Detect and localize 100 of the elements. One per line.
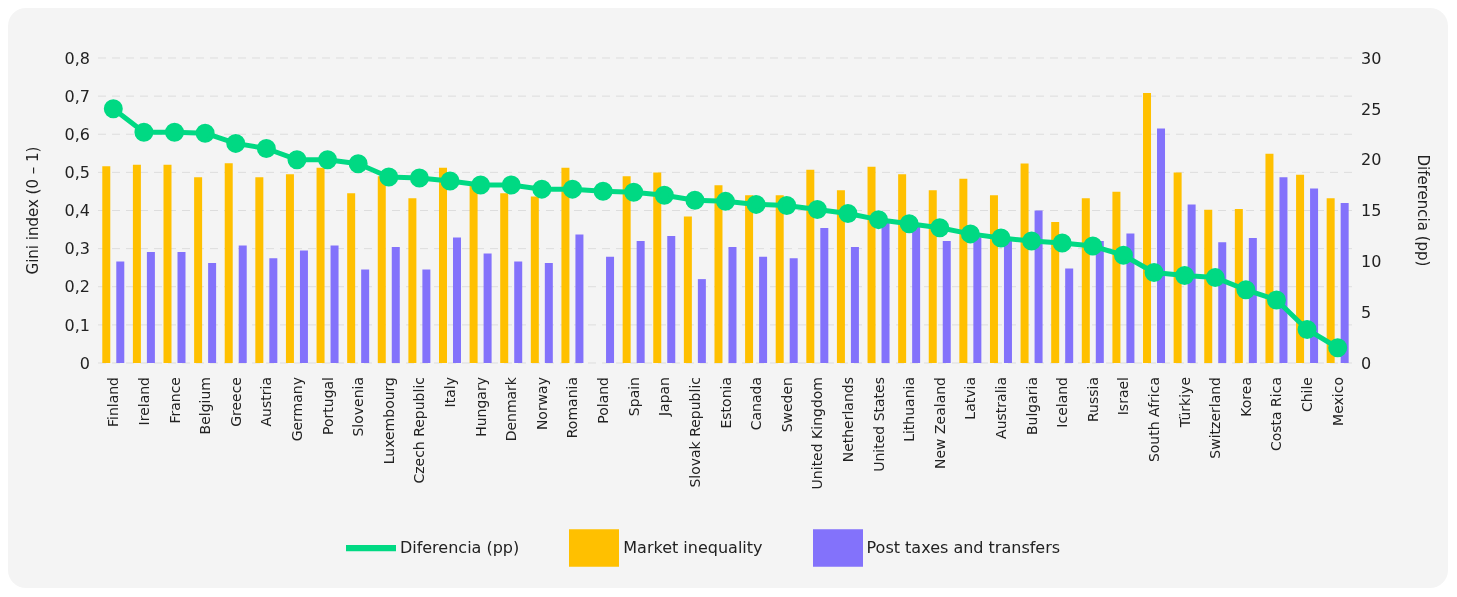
point [1328, 338, 1348, 358]
point [1297, 319, 1317, 339]
point [624, 182, 644, 202]
x-tick-label: Spain [625, 377, 642, 417]
y-tick-label: 0,1 [64, 315, 90, 335]
x-tick-label: Estonia [717, 377, 734, 429]
bar [898, 174, 907, 363]
bar [316, 167, 325, 363]
bar [116, 261, 125, 363]
bar [514, 261, 523, 363]
point [348, 154, 368, 174]
point [1083, 236, 1103, 256]
bar [867, 166, 876, 363]
bar [530, 196, 539, 363]
bar [745, 195, 754, 363]
bar [408, 198, 417, 363]
bar [789, 258, 798, 363]
bar [1126, 233, 1135, 363]
x-tick-label: Russia [1084, 377, 1101, 423]
point [165, 122, 185, 142]
y-tick-label: 0,3 [64, 239, 90, 259]
x-tick-label: Latvia [962, 377, 979, 420]
point [501, 175, 521, 195]
x-tick-label: Luxembourg [380, 377, 397, 465]
point [1144, 263, 1164, 283]
point [379, 167, 399, 187]
bar [1095, 241, 1104, 363]
y2-tick-label: 5 [1361, 302, 1372, 322]
x-tick-label: Germany [288, 377, 305, 442]
bar [224, 163, 233, 363]
bar [606, 256, 615, 363]
point [532, 179, 552, 199]
point [1052, 233, 1072, 253]
bar [544, 263, 553, 363]
bar [177, 252, 186, 363]
bar [1234, 208, 1243, 363]
x-tick-label: Ireland [135, 377, 152, 426]
point [409, 168, 429, 188]
x-tick-label: Czech Republic [411, 377, 428, 484]
bar [1310, 188, 1319, 363]
bar [622, 176, 631, 363]
bar [1157, 128, 1166, 363]
y-tick-label: 0 [79, 353, 90, 373]
x-tick-label: Israel [1115, 377, 1132, 416]
legend-label: Post taxes and transfers [866, 537, 1061, 557]
y-tick-label: 0,8 [64, 48, 90, 68]
x-tick-label: Netherlands [839, 377, 856, 463]
x-tick-label: Australia [992, 377, 1009, 439]
y-tick-label: 0,6 [64, 124, 90, 144]
bar [959, 178, 968, 363]
bar [469, 183, 478, 363]
x-tick-label: Denmark [503, 376, 520, 442]
y-tick-label: 0,2 [64, 277, 90, 297]
bar [561, 167, 570, 363]
bar [850, 247, 859, 363]
x-tick-label: Finland [105, 377, 122, 428]
bar [500, 193, 509, 363]
point [318, 150, 338, 170]
x-tick-label: South Africa [1146, 377, 1163, 463]
x-tick-label: Romania [564, 377, 581, 439]
point [654, 185, 674, 205]
legend-label: Market inequality [623, 537, 763, 557]
y-tick-label: 0,7 [64, 86, 90, 106]
point [226, 133, 246, 153]
x-tick-label: United States [870, 377, 887, 472]
x-tick-label: Bulgaria [1023, 377, 1040, 436]
bar [928, 190, 937, 363]
bar [377, 176, 386, 363]
bar [1187, 204, 1196, 363]
bar [146, 252, 155, 363]
y2-tick-label: 10 [1361, 252, 1382, 272]
bar [942, 241, 951, 363]
bar [667, 236, 676, 363]
bar [194, 177, 203, 363]
bar [683, 216, 692, 363]
x-tick-label: Slovak Republic [686, 377, 703, 488]
x-tick-label: Switzerland [1207, 377, 1224, 459]
point [930, 218, 950, 238]
bar [483, 253, 492, 363]
point [746, 194, 766, 214]
bar [820, 228, 829, 363]
bar [132, 164, 141, 363]
bar [973, 237, 982, 363]
bar [1065, 268, 1074, 363]
x-tick-label: United Kingdom [809, 377, 826, 490]
bar [1112, 191, 1121, 363]
point [103, 99, 123, 119]
x-tick-label: Austria [258, 377, 275, 427]
x-tick-label: Poland [595, 377, 612, 424]
x-tick-label: France [166, 377, 183, 424]
point [562, 179, 582, 199]
point [960, 224, 980, 244]
bar [759, 256, 768, 363]
bar [728, 247, 737, 363]
bar [1051, 221, 1060, 363]
point [1175, 266, 1195, 286]
bar [836, 190, 845, 363]
point [471, 175, 491, 195]
bar [714, 185, 723, 363]
point [807, 199, 827, 219]
